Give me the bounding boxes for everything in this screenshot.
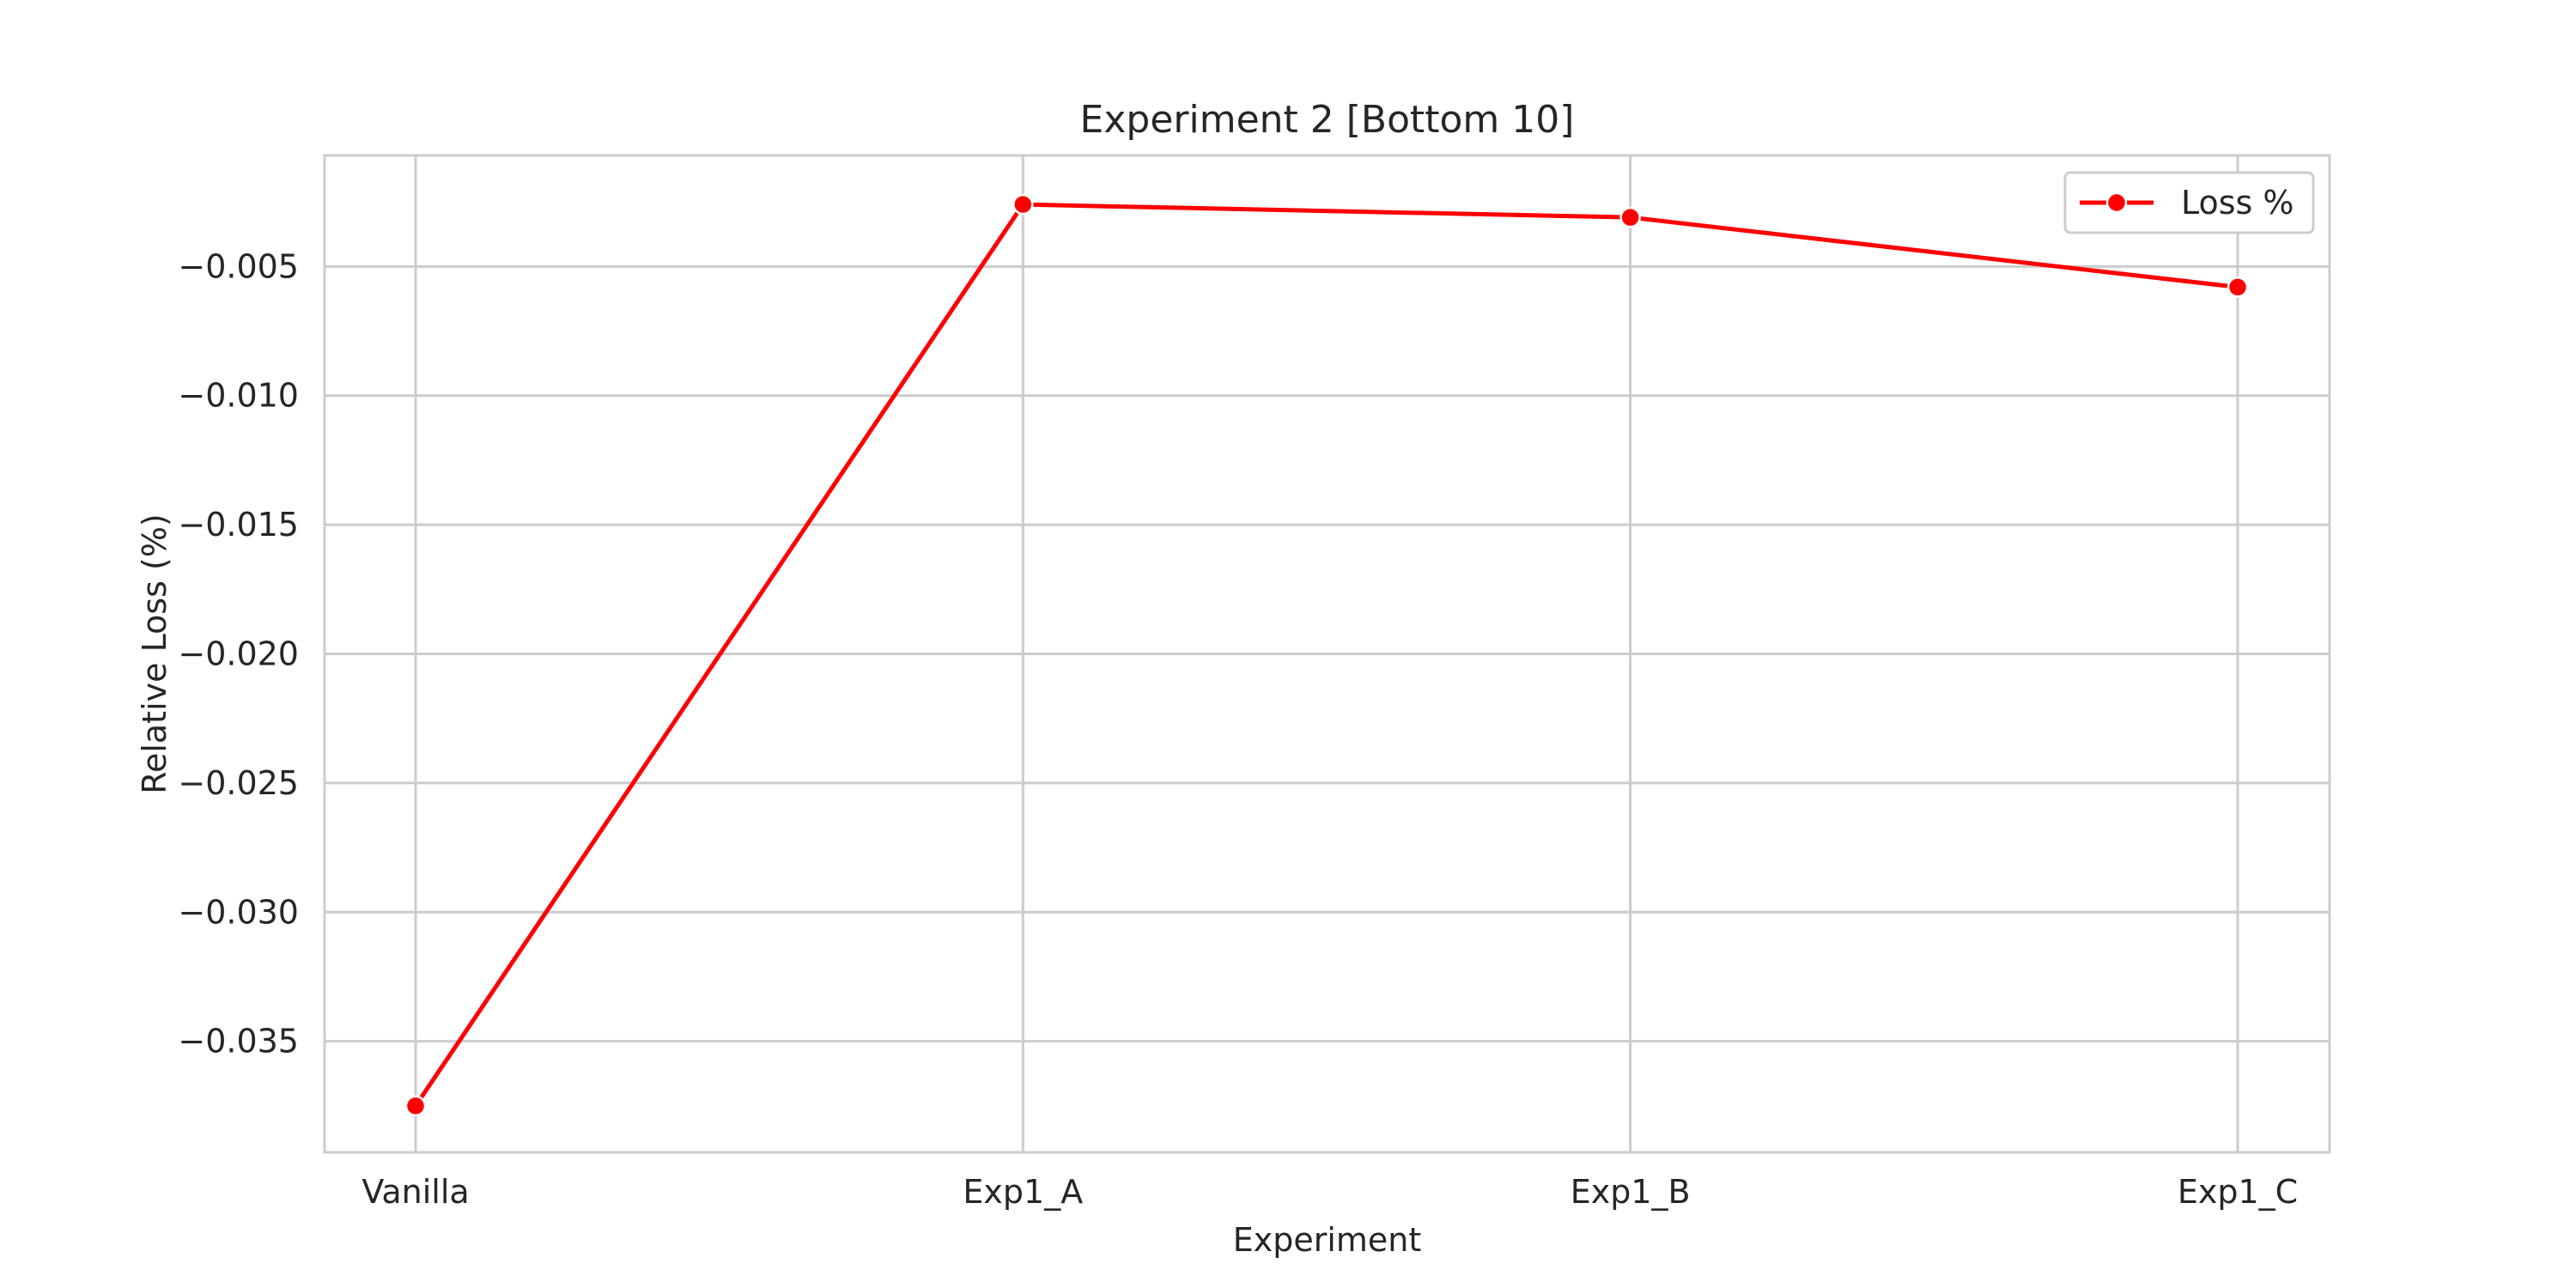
data-point-marker xyxy=(1619,206,1641,228)
grid-lines xyxy=(325,155,2330,1152)
chart-title: Experiment 2 [Bottom 10] xyxy=(1080,98,1575,142)
y-axis-label: Relative Loss (%) xyxy=(136,513,173,794)
y-tick-label: −0.005 xyxy=(178,247,299,285)
x-tick-label: Exp1_B xyxy=(1571,1173,1691,1211)
series-layer xyxy=(404,193,2249,1117)
y-tick-label: −0.035 xyxy=(178,1023,299,1060)
x-axis-label: Experiment xyxy=(1233,1221,1422,1259)
x-tick-label: Exp1_C xyxy=(2178,1173,2298,1211)
y-tick-label: −0.010 xyxy=(178,377,299,415)
data-point-marker xyxy=(1012,193,1034,216)
legend-marker-icon xyxy=(2105,191,2128,214)
data-point-marker xyxy=(2227,276,2249,298)
x-tick-labels: Vanilla Exp1_A Exp1_B Exp1_C xyxy=(361,1173,2298,1211)
x-tick-label: Exp1_A xyxy=(963,1173,1083,1211)
y-tick-label: −0.015 xyxy=(178,506,299,544)
series-line xyxy=(413,202,2240,1109)
legend-box xyxy=(2063,171,2315,234)
y-tick-label: −0.020 xyxy=(178,635,299,673)
x-tick-label: Vanilla xyxy=(361,1173,469,1211)
y-tick-labels: −0.005 −0.010 −0.015 −0.020 −0.025 −0.030 −0.0… xyxy=(178,247,299,1060)
y-tick-label: −0.030 xyxy=(178,893,299,931)
data-point-marker xyxy=(404,1095,427,1117)
legend: Loss % xyxy=(2063,171,2315,234)
legend-label: Loss % xyxy=(2181,184,2294,222)
y-tick-label: −0.025 xyxy=(178,764,299,802)
plot-frame xyxy=(323,154,2331,1154)
